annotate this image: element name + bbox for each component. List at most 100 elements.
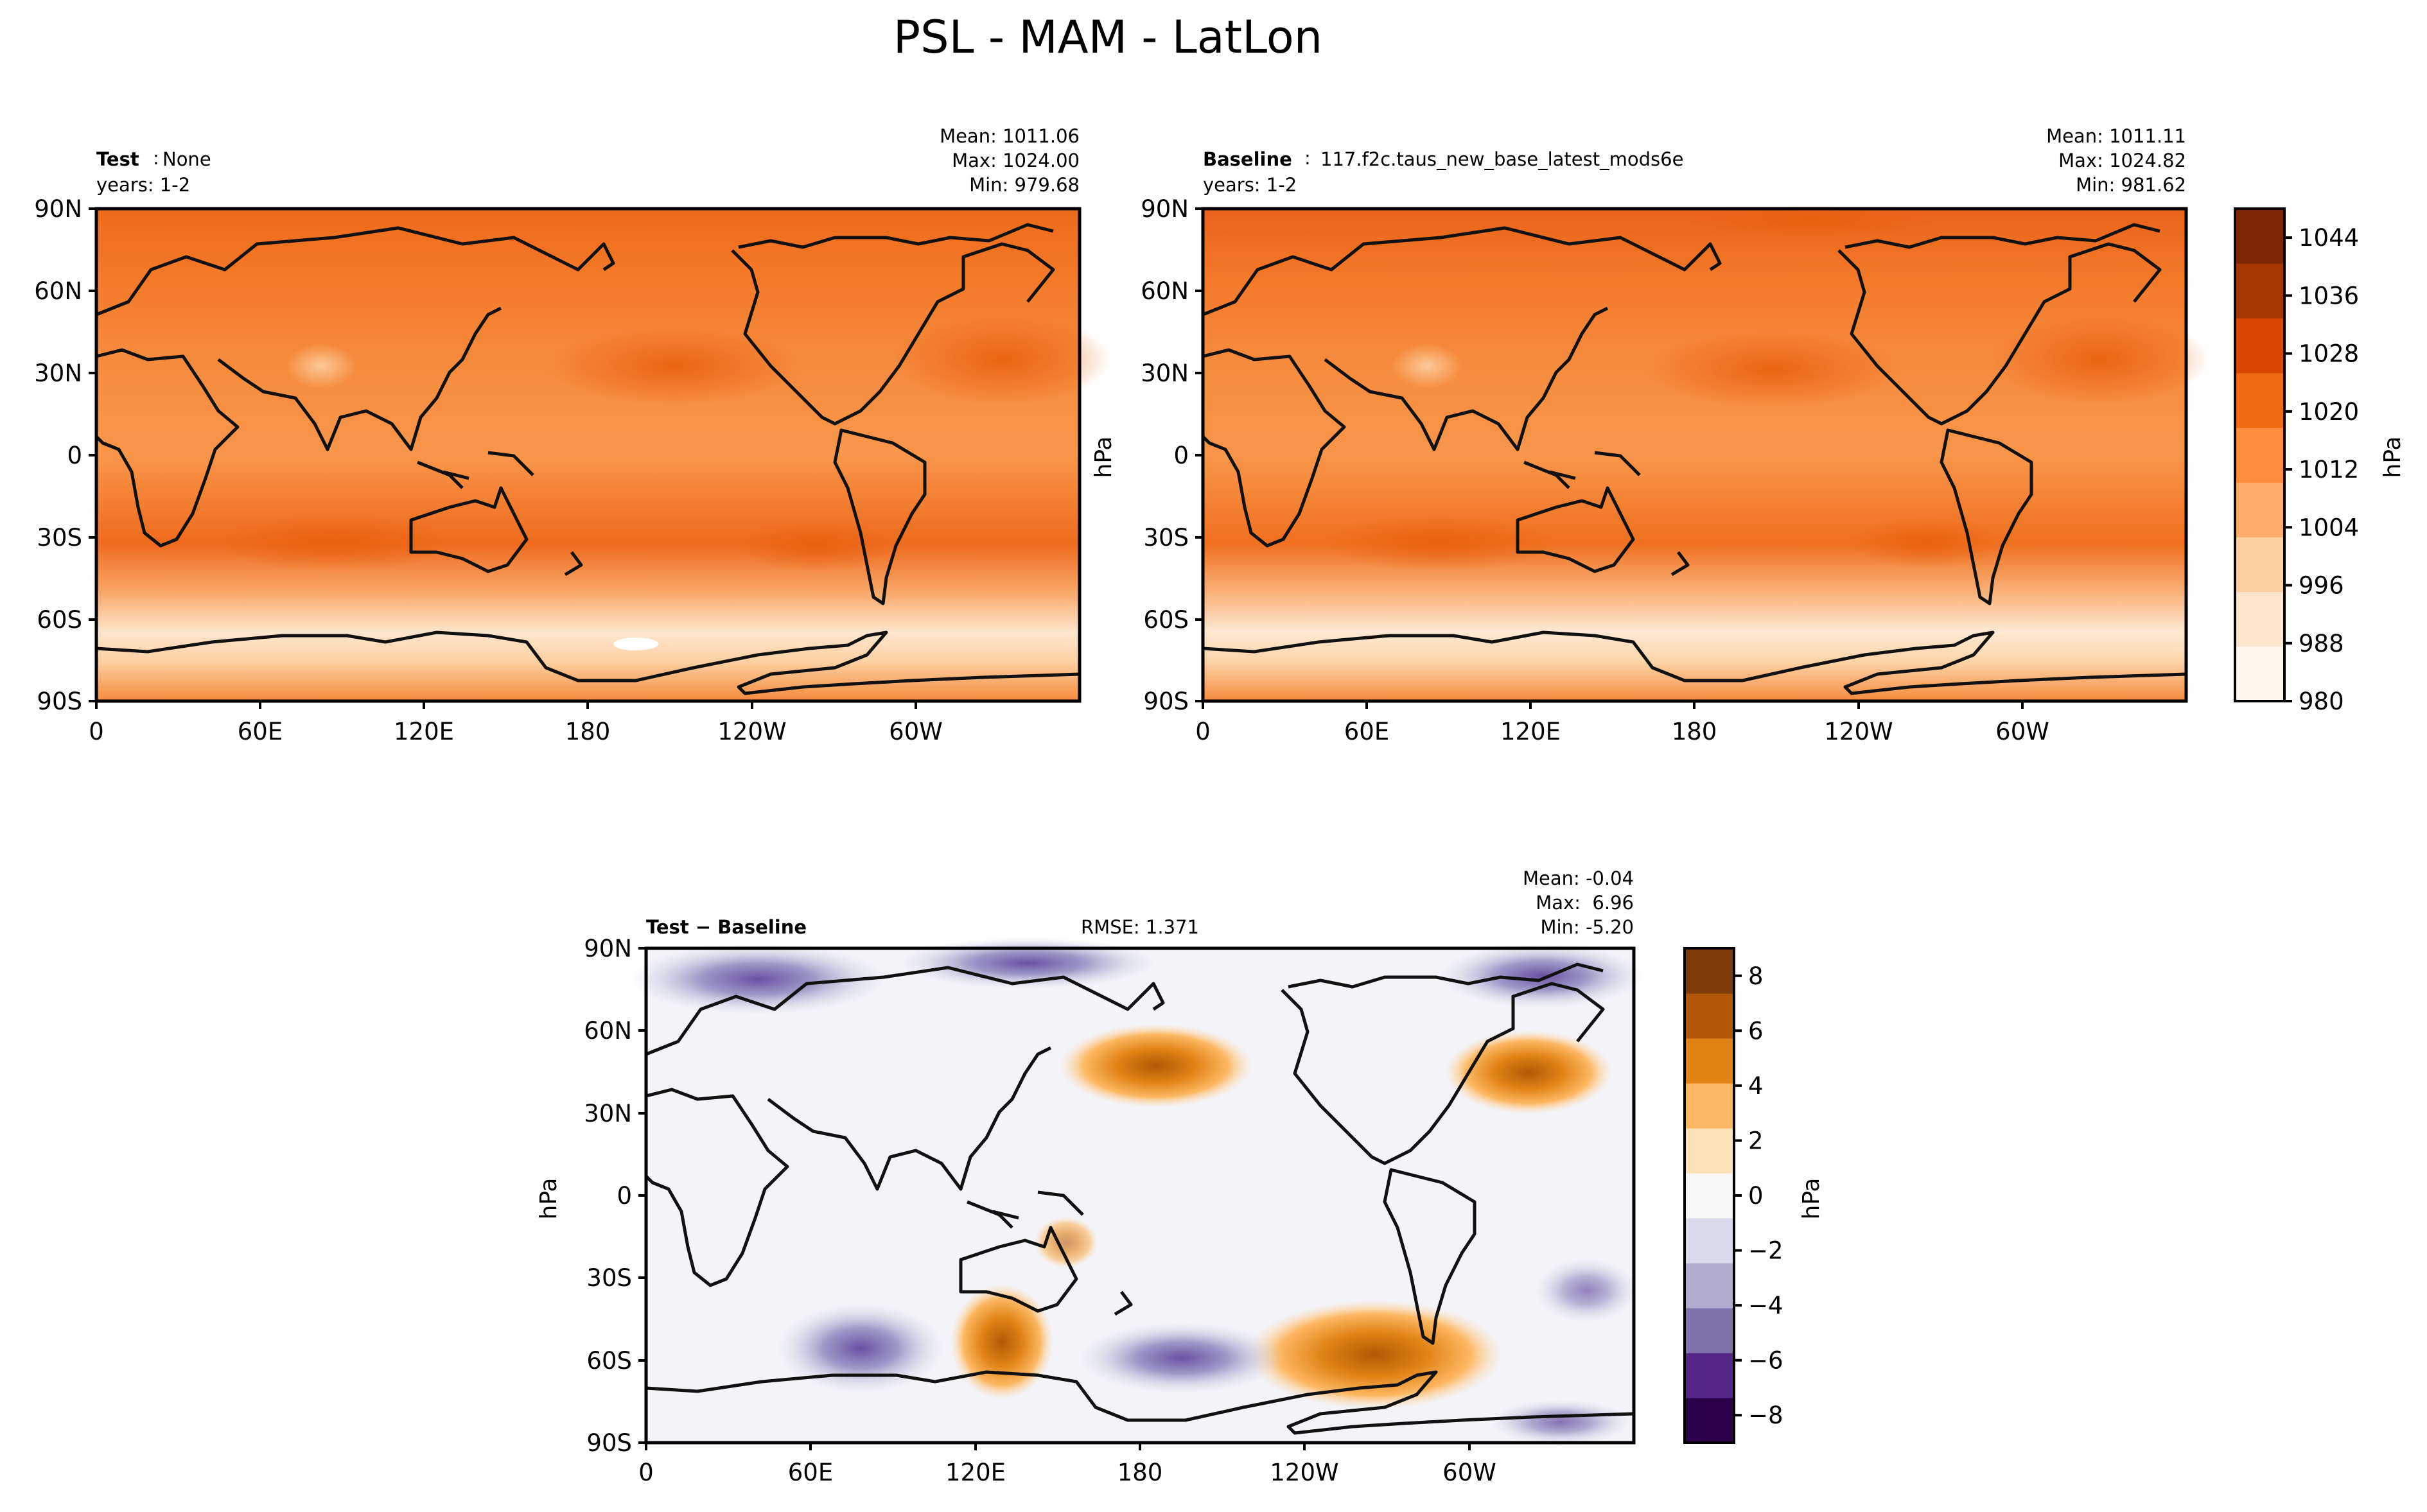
difference-coastlines [645,962,1634,1435]
coast-south-asia [767,1046,1052,1191]
colorbar-tick-label: 4 [1748,1072,1764,1100]
diff-colorbar-label: hPa [1798,1178,1825,1220]
main-colorbar-label: hPa [2379,437,2406,478]
colorbar-swatch [2235,482,2284,537]
colorbar-swatch [1685,948,1734,994]
coast-europe-asia [1202,226,1722,317]
test-antarctic-minimum [613,638,658,650]
difference-stat-max: Max: 6.96 [1536,892,1634,914]
x-tick-label: 0 [1195,718,1211,745]
x-tick-label: 120W [717,718,786,745]
x-tick-label: 120E [945,1459,1006,1486]
colorbar-tick-label: 1044 [2299,224,2359,252]
test-x-axis: 0 60E 120E 180 120W 60W [89,701,943,745]
x-tick-label: 120E [1500,718,1561,745]
baseline-stat-mean: Mean: 1011.11 [2046,125,2186,147]
difference-stat-mean: Mean: -0.04 [1523,867,1634,889]
diff-neg-arctic-east [1439,944,1644,1008]
difference-panel: Test − Baseline RMSE: 1.371 Mean: -0.04 … [536,867,1644,1486]
coast-antarctica [645,1370,1634,1435]
colorbar-swatch [1685,1218,1734,1264]
difference-ylabel: hPa [536,1178,562,1220]
coast-europe-asia [645,966,1165,1056]
baseline-low-tibet [1392,343,1462,388]
x-tick-label: 60E [238,718,283,745]
colorbar-swatch [1685,1128,1734,1174]
coast-maritime-continent [967,1190,1084,1229]
y-tick-label: 90N [34,195,82,223]
colorbar-tick-label: 1028 [2299,340,2359,368]
coast-europe-asia [96,226,615,317]
baseline-x-axis: 0 60E 120E 180 120W 60W [1195,701,2049,745]
difference-label-bold: Test − Baseline [646,916,807,938]
coast-maritime-continent [417,451,534,489]
coast-north-america-arctic [1844,223,2160,249]
test-low-tibet [286,343,356,388]
x-tick-label: 60W [1995,718,2049,745]
coast-new-zealand [564,551,583,577]
baseline-label-bold: Baseline [1203,148,1292,170]
diff-neg-arctic-west [629,944,886,1014]
diff-neg-antarctic [1490,1400,1631,1445]
y-tick-label: 30N [34,360,82,387]
colorbar-swatch [1685,1038,1734,1084]
test-high-north-pacific [546,327,803,404]
test-high-north-atlantic [893,315,1111,404]
difference-rmse: RMSE: 1.371 [1081,916,1199,938]
coast-north-america [1281,982,1605,1165]
coast-africa [645,1088,789,1287]
coast-africa [1202,348,1346,548]
test-years: years: 1-2 [96,174,190,196]
coast-antarctica [1202,630,2187,695]
baseline-high-arctic [1683,205,1940,238]
colorbar-tick-label: 1004 [2299,514,2359,541]
colorbar-swatch [1685,1263,1734,1308]
diff-pos-north-atlantic [1445,1030,1612,1114]
x-tick-label: 60W [889,718,943,745]
baseline-label-text: 117.f2c.taus_new_base_latest_mods6e [1320,148,1683,170]
baseline-high-north-atlantic [1991,315,2209,404]
colorbar-tick-label: −4 [1748,1292,1783,1319]
main-colorbar-ticks: 980 988 996 1004 1012 1020 1028 1036 1044 [2284,224,2359,715]
diff-neg-south-atlantic [1535,1258,1638,1323]
baseline-label-separator: : [1304,147,1311,169]
coast-australia [959,1226,1078,1313]
baseline-ylabel: hPa [1091,437,1117,478]
colorbar-swatch [1685,1308,1734,1353]
x-tick-label: 180 [1672,718,1717,745]
y-tick-label: 60N [1141,277,1189,305]
diff-pos-north-pacific [1060,1024,1252,1108]
y-tick-label: 60S [586,1347,632,1375]
test-high-south-indian [218,514,450,571]
y-tick-label: 30S [37,524,82,552]
colorbar-tick-label: 980 [2299,688,2344,715]
colorbar-swatch [2235,209,2284,264]
colorbar-tick-label: 2 [1748,1127,1764,1154]
y-tick-label: 60N [34,277,82,305]
test-stat-mean: Mean: 1011.06 [940,125,1080,147]
colorbar-tick-label: 6 [1748,1017,1764,1045]
coast-australia [409,486,529,573]
x-tick-label: 60E [1344,718,1389,745]
diff-pos-south-pacific [1246,1300,1503,1409]
coast-north-america-arctic [738,223,1054,249]
diff-colorbar-ticks: −8 −6 −4 −2 0 2 4 6 8 [1734,962,1783,1429]
colorbar-tick-label: 1020 [2299,398,2359,426]
y-tick-label: 30N [1141,360,1189,387]
coast-south-america [833,428,927,605]
baseline-y-axis: 90N 60N 30N 0 30S 60S 90S [1141,195,1203,715]
y-tick-label: 30S [586,1264,632,1292]
test-label-bold: Test [96,148,139,170]
colorbar-tick-label: −2 [1748,1237,1783,1265]
main-colorbar-frame [2234,207,2286,702]
colorbar-swatch [1685,993,1734,1039]
test-label-text: None [162,148,211,170]
coast-north-america-arctic [1288,962,1604,989]
x-tick-label: 180 [1117,1459,1163,1486]
x-tick-label: 120W [1824,718,1893,745]
x-tick-label: 180 [565,718,611,745]
baseline-stat-min: Min: 981.62 [2076,174,2186,196]
colorbar-tick-label: 1012 [2299,456,2359,483]
coast-africa [95,348,240,548]
diff-pos-south-indian [951,1284,1053,1400]
